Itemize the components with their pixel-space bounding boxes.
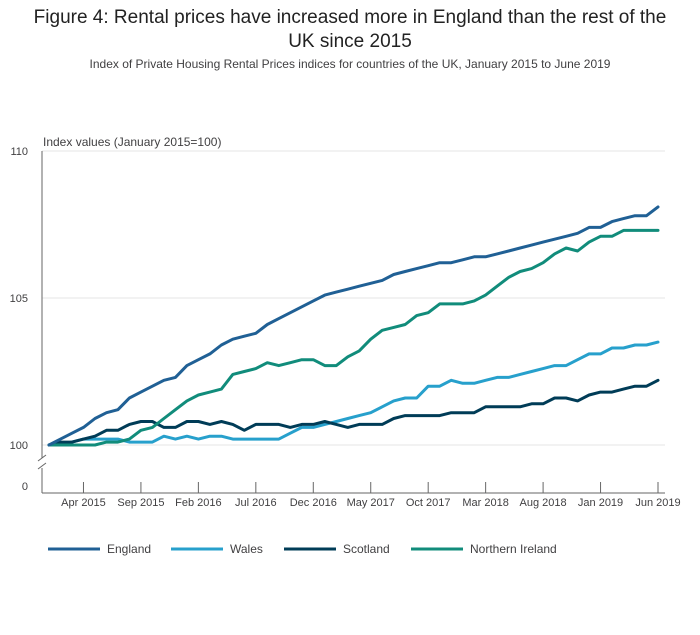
y-axis-label: Index values (January 2015=100) bbox=[43, 135, 221, 149]
x-tick-label: Oct 2017 bbox=[406, 497, 451, 509]
axis-break-mark bbox=[37, 462, 47, 470]
chart-title: Figure 4: Rental prices have increased m… bbox=[33, 7, 667, 52]
legend: England Wales Scotland Northern Ireland bbox=[48, 542, 557, 556]
axes: 100 105 110 Index values (January 2015=100)… bbox=[10, 135, 681, 509]
series-line-scotland bbox=[47, 378, 660, 447]
x-tick-label: Apr 2015 bbox=[61, 497, 106, 509]
x-tick-label: Jul 2016 bbox=[235, 497, 277, 509]
x-tick-label: Jan 2019 bbox=[578, 497, 623, 509]
chart-subtitle: Index of Private Housing Rental Prices i… bbox=[89, 57, 611, 71]
x-tick-label: Aug 2018 bbox=[520, 497, 567, 509]
y-tick-label-zero: 0 bbox=[22, 481, 28, 493]
x-tick-label: Dec 2016 bbox=[290, 497, 337, 509]
y-tick-label: 110 bbox=[10, 146, 28, 158]
x-tick-label: Feb 2016 bbox=[175, 497, 221, 509]
series-line-wales bbox=[47, 340, 660, 447]
legend-label-scotland: Scotland bbox=[343, 542, 390, 556]
gridlines bbox=[42, 150, 665, 446]
series-lines bbox=[47, 205, 660, 447]
x-tick-label: Sep 2015 bbox=[117, 497, 164, 509]
x-tick-label: Jun 2019 bbox=[635, 497, 680, 509]
legend-label-northern-ireland: Northern Ireland bbox=[470, 542, 557, 556]
x-tick-label: Mar 2018 bbox=[462, 497, 508, 509]
y-tick-label: 105 bbox=[10, 293, 28, 305]
x-tick-label: May 2017 bbox=[347, 497, 395, 509]
legend-label-england: England bbox=[107, 542, 151, 556]
series-line-northern-ireland bbox=[47, 228, 660, 447]
axis-break-mark bbox=[37, 454, 47, 462]
series-line-england bbox=[47, 205, 660, 447]
legend-label-wales: Wales bbox=[230, 542, 263, 556]
y-tick-label: 100 bbox=[10, 440, 28, 452]
